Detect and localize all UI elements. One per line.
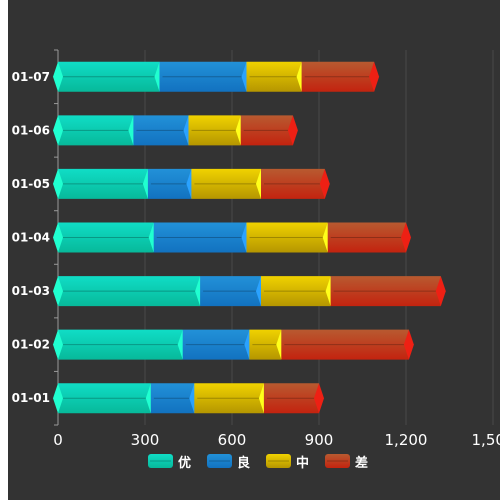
x-tick-label: 600: [218, 431, 247, 449]
bar-segment-cap: [319, 168, 330, 199]
bar-segment[interactable]: [281, 329, 409, 360]
bar-start-cap: [53, 61, 63, 92]
bar-segment[interactable]: [150, 383, 195, 414]
bar-segment[interactable]: [246, 222, 328, 253]
bar-segment[interactable]: [240, 115, 293, 146]
bar-segment-cap: [401, 222, 411, 253]
x-tick-label: 1,200: [385, 431, 428, 449]
legend[interactable]: 优良中差: [148, 454, 368, 471]
y-tick-label: 01-01: [12, 391, 50, 405]
bar-segment[interactable]: [263, 383, 319, 414]
bar-segment[interactable]: [327, 222, 406, 253]
bar-segment[interactable]: [159, 61, 247, 92]
legend-item[interactable]: 良: [207, 454, 250, 471]
bar-start-cap: [53, 383, 63, 414]
bar-segment[interactable]: [58, 61, 160, 92]
y-tick-label: 01-04: [12, 231, 50, 245]
bar-segment[interactable]: [261, 168, 325, 199]
x-tick-label: 0: [53, 431, 63, 449]
bar-segment[interactable]: [58, 115, 134, 146]
bar-segment[interactable]: [188, 115, 241, 146]
legend-swatch: [266, 454, 291, 468]
bar-segment[interactable]: [200, 276, 261, 307]
label-layer: 01-01 01-02 01-03 01-04 01-05 01-06 01-07 0 300 6…: [12, 70, 500, 449]
bar-segment[interactable]: [58, 329, 183, 360]
y-tick-label: 01-07: [12, 70, 50, 84]
bar-layer: [53, 61, 446, 414]
legend-swatch: [207, 454, 232, 468]
bar-segment[interactable]: [191, 168, 261, 199]
bar-start-cap: [53, 168, 63, 199]
legend-item[interactable]: 差: [325, 454, 368, 471]
bar-segment[interactable]: [194, 383, 264, 414]
bar-start-cap: [53, 276, 63, 307]
bar-segment[interactable]: [182, 329, 250, 360]
bar-segment[interactable]: [58, 383, 151, 414]
x-tick-label: 900: [305, 431, 334, 449]
x-tick-label: 1,500: [472, 431, 500, 449]
bar-segment-cap: [369, 61, 380, 92]
y-tick-label: 01-06: [12, 123, 50, 137]
legend-label: 中: [296, 455, 309, 471]
bar-segment[interactable]: [133, 115, 189, 146]
legend-label: 优: [178, 455, 191, 471]
bar-segment[interactable]: [58, 222, 154, 253]
bar-segment[interactable]: [147, 168, 192, 199]
legend-label: 良: [237, 455, 250, 471]
legend-label: 差: [355, 455, 368, 471]
bar-segment[interactable]: [249, 329, 282, 360]
x-tick-label: 300: [131, 431, 160, 449]
bar-segment-cap: [403, 329, 414, 360]
bar-start-cap: [53, 329, 63, 360]
y-tick-label: 01-05: [12, 177, 50, 191]
bar-segment-cap: [314, 383, 324, 414]
bar-segment-cap: [435, 276, 446, 307]
y-tick-label: 01-03: [12, 284, 50, 298]
bar-segment[interactable]: [58, 276, 201, 307]
bar-segment[interactable]: [153, 222, 247, 253]
legend-item[interactable]: 中: [266, 454, 309, 471]
bar-segment[interactable]: [58, 168, 148, 199]
bar-segment-cap: [287, 115, 298, 146]
legend-item[interactable]: 优: [148, 454, 191, 471]
bar-segment[interactable]: [301, 61, 375, 92]
y-tick-label: 01-02: [12, 338, 50, 352]
bar-segment[interactable]: [261, 276, 331, 307]
bar-segment[interactable]: [330, 276, 441, 307]
bar-start-cap: [53, 115, 63, 146]
legend-swatch: [325, 454, 350, 468]
bar-start-cap: [53, 222, 63, 253]
bar-segment[interactable]: [246, 61, 302, 92]
legend-swatch: [148, 454, 173, 468]
